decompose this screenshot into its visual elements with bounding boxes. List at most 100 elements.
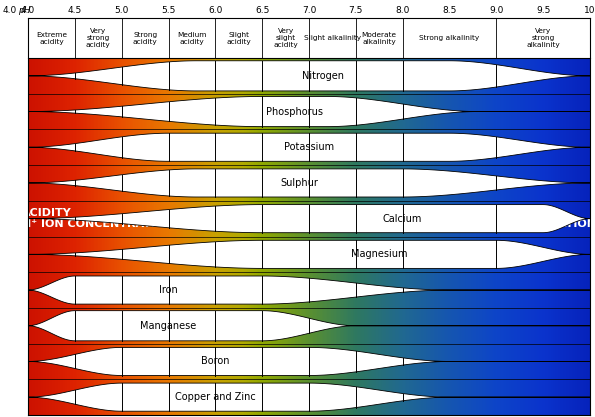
Bar — [580, 58, 581, 415]
Polygon shape — [28, 169, 590, 197]
Bar — [206, 58, 208, 415]
Bar — [544, 58, 545, 415]
Bar — [538, 58, 540, 415]
Text: Strong alkalinity: Strong alkalinity — [419, 35, 480, 41]
Text: Moderate
alkalinity: Moderate alkalinity — [362, 32, 397, 45]
Bar — [586, 58, 587, 415]
Bar — [203, 58, 205, 415]
Bar — [322, 58, 323, 415]
Bar — [522, 58, 524, 415]
Bar — [461, 58, 462, 415]
Bar — [478, 58, 479, 415]
Bar — [427, 58, 428, 415]
Bar — [177, 58, 178, 415]
Bar — [397, 58, 399, 415]
Bar — [40, 58, 42, 415]
Bar — [517, 58, 518, 415]
Bar — [62, 58, 63, 415]
Bar — [281, 58, 282, 415]
Bar — [367, 58, 368, 415]
Bar — [365, 58, 367, 415]
Bar — [330, 58, 331, 415]
Bar — [163, 58, 164, 415]
Bar — [161, 58, 163, 415]
Bar — [149, 58, 150, 415]
Bar — [576, 58, 577, 415]
Bar — [130, 58, 132, 415]
Bar — [274, 58, 275, 415]
Bar — [107, 58, 108, 415]
Bar — [466, 58, 468, 415]
Bar — [339, 58, 340, 415]
Bar — [423, 58, 424, 415]
Bar — [291, 58, 292, 415]
Bar — [351, 58, 353, 415]
Bar — [295, 58, 296, 415]
Bar — [277, 58, 278, 415]
Bar — [383, 58, 385, 415]
Text: Manganese: Manganese — [140, 321, 196, 331]
Bar — [569, 58, 571, 415]
Bar — [121, 58, 122, 415]
Bar — [337, 58, 339, 415]
Bar — [505, 58, 506, 415]
Bar — [95, 58, 97, 415]
Bar — [111, 58, 112, 415]
Bar — [439, 58, 440, 415]
Bar — [252, 58, 253, 415]
Bar — [347, 58, 348, 415]
Bar — [540, 58, 541, 415]
Polygon shape — [28, 205, 590, 233]
Bar — [108, 58, 109, 415]
Bar — [327, 58, 328, 415]
Bar — [518, 58, 520, 415]
Bar — [155, 58, 156, 415]
Bar — [273, 58, 274, 415]
Bar — [357, 58, 358, 415]
Bar — [202, 58, 203, 415]
Bar — [132, 58, 133, 415]
Bar — [400, 58, 402, 415]
Polygon shape — [28, 276, 590, 304]
Bar — [482, 58, 483, 415]
Bar — [192, 58, 194, 415]
Bar — [83, 58, 84, 415]
Bar — [183, 58, 184, 415]
Bar — [476, 58, 478, 415]
Bar — [289, 58, 291, 415]
Bar — [306, 58, 308, 415]
Bar — [362, 58, 364, 415]
Bar — [174, 58, 176, 415]
Text: 9.0: 9.0 — [489, 5, 503, 15]
Bar — [340, 58, 342, 415]
Bar — [80, 58, 82, 415]
Bar — [496, 58, 497, 415]
Bar — [152, 58, 153, 415]
Bar — [324, 58, 326, 415]
Bar — [491, 58, 493, 415]
Bar — [234, 58, 236, 415]
Bar — [396, 58, 397, 415]
Bar — [36, 58, 38, 415]
Bar — [199, 58, 201, 415]
Bar — [257, 58, 258, 415]
Bar — [410, 58, 412, 415]
Bar — [190, 58, 191, 415]
Bar — [201, 58, 202, 415]
Bar — [520, 58, 521, 415]
Bar — [87, 58, 89, 415]
Bar — [454, 58, 455, 415]
Bar — [221, 58, 222, 415]
Bar — [414, 58, 416, 415]
Text: Calcium: Calcium — [383, 214, 422, 224]
Bar — [128, 58, 129, 415]
Bar — [105, 58, 107, 415]
Bar — [284, 58, 285, 415]
Bar — [402, 58, 403, 415]
Bar — [456, 58, 458, 415]
Bar — [502, 58, 503, 415]
Bar — [76, 58, 77, 415]
Bar — [385, 58, 386, 415]
Bar — [399, 58, 400, 415]
Bar — [246, 58, 247, 415]
